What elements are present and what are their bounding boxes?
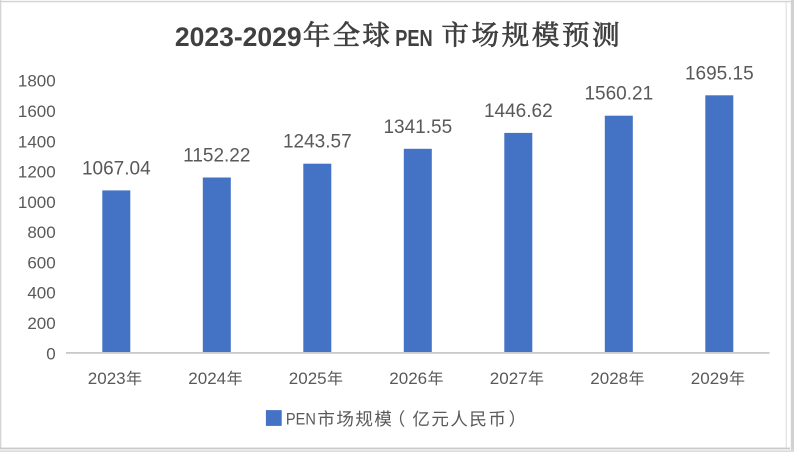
svg-text:1000: 1000 [18, 193, 56, 212]
svg-text:1341.55: 1341.55 [383, 117, 452, 138]
svg-text:1695.15: 1695.15 [685, 63, 754, 84]
svg-text:1560.21: 1560.21 [584, 84, 653, 105]
svg-text:2029: 2029 [691, 369, 729, 388]
svg-text:400: 400 [27, 284, 55, 303]
svg-text:1152.22: 1152.22 [183, 146, 250, 167]
svg-text:800: 800 [27, 223, 55, 242]
svg-text:2024: 2024 [188, 369, 226, 388]
svg-text:1067.04: 1067.04 [82, 158, 151, 179]
svg-text:1243.57: 1243.57 [283, 132, 352, 153]
svg-text:2027: 2027 [490, 369, 528, 388]
svg-text:2023-2029: 2023-2029 [175, 22, 302, 52]
svg-text:0: 0 [46, 344, 55, 363]
svg-text:2028: 2028 [590, 369, 628, 388]
svg-text:1400: 1400 [18, 132, 56, 151]
svg-text:1600: 1600 [18, 102, 56, 121]
svg-text:200: 200 [27, 314, 55, 333]
svg-text:PEN: PEN [395, 25, 433, 51]
svg-text:PEN: PEN [286, 409, 316, 428]
svg-text:2023: 2023 [88, 369, 126, 388]
svg-text:1800: 1800 [18, 72, 56, 91]
svg-text:2026: 2026 [389, 369, 427, 388]
svg-text:1446.62: 1446.62 [484, 101, 553, 122]
svg-text:1200: 1200 [18, 163, 56, 182]
svg-text:2025: 2025 [289, 369, 327, 388]
svg-text:600: 600 [27, 253, 55, 272]
